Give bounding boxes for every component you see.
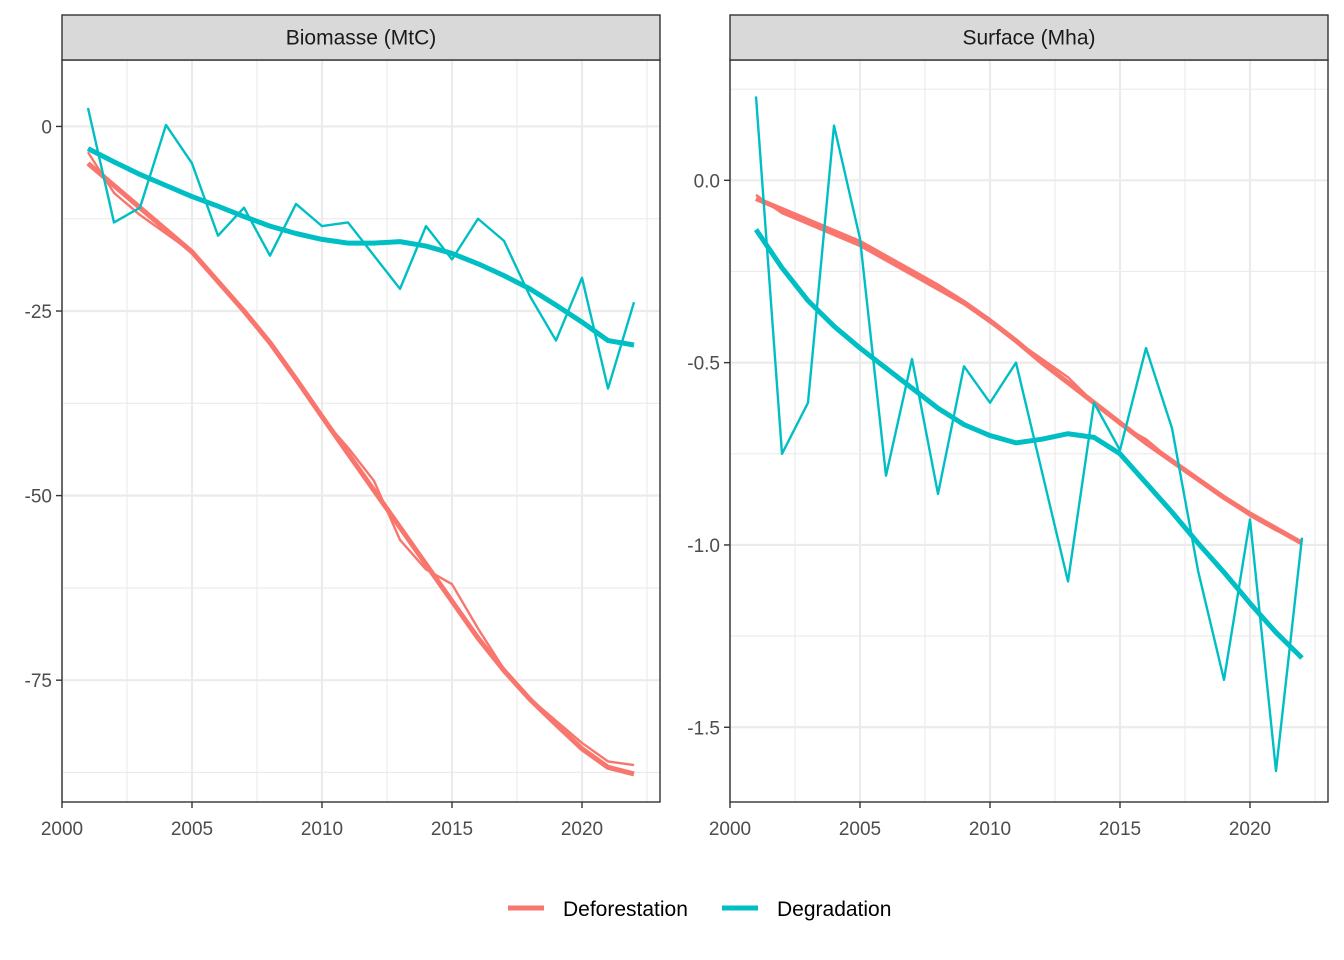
x-tick-label: 2015 [1099, 819, 1141, 840]
x-tick-label: 2015 [431, 819, 473, 840]
x-tick-label: 2010 [969, 819, 1011, 840]
series-line-deforestation-smooth [755, 196, 1304, 546]
y-tick-label: -25 [25, 302, 52, 323]
legend: Deforestation Degradation [508, 898, 891, 921]
series-line-degradation-raw [86, 107, 636, 390]
panel-background [730, 60, 1328, 802]
x-tick-label: 2010 [301, 819, 343, 840]
y-tick-label: -0.5 [687, 354, 720, 375]
x-tick-label: 2000 [709, 819, 751, 840]
series-line-degradation-smooth [86, 146, 635, 348]
facet-strip [729, 14, 1329, 61]
y-tick-label: -50 [25, 487, 52, 508]
y-tick-label: 0.0 [694, 171, 720, 192]
y-tick-label: -1.5 [687, 718, 720, 739]
series-line-degradation-smooth [753, 228, 1304, 660]
x-tick-label: 2020 [561, 819, 603, 840]
panel-1: Biomasse (MtC) 2000 2005 2010 2015 2020 0 -25 -5… [25, 14, 661, 840]
y-tick-label: -75 [25, 671, 52, 692]
y-tick-label: -1.0 [687, 536, 720, 557]
x-tick-label: 2000 [41, 819, 83, 840]
legend-label-degradation: Degradation [777, 898, 891, 921]
x-tick-label: 2005 [171, 819, 213, 840]
legend-label-deforestation: Deforestation [563, 898, 688, 921]
x-tick-label: 2005 [839, 819, 881, 840]
y-tick-label: 0 [41, 117, 52, 138]
panel-2: Surface (Mha) 2000 2005 2010 2015 2020 0.0 -0.5… [687, 14, 1329, 840]
chart-panels: Biomasse (MtC) 2000 2005 2010 2015 2020 0 -25 -5… [25, 14, 1329, 840]
series-line-degradation-raw [754, 96, 1304, 773]
facet-strip [61, 14, 661, 61]
facet-title: Biomasse (MtC) [286, 27, 437, 50]
series-line-deforestation-smooth [86, 161, 635, 777]
facet-title: Surface (Mha) [962, 27, 1095, 50]
x-tick-label: 2020 [1229, 819, 1271, 840]
